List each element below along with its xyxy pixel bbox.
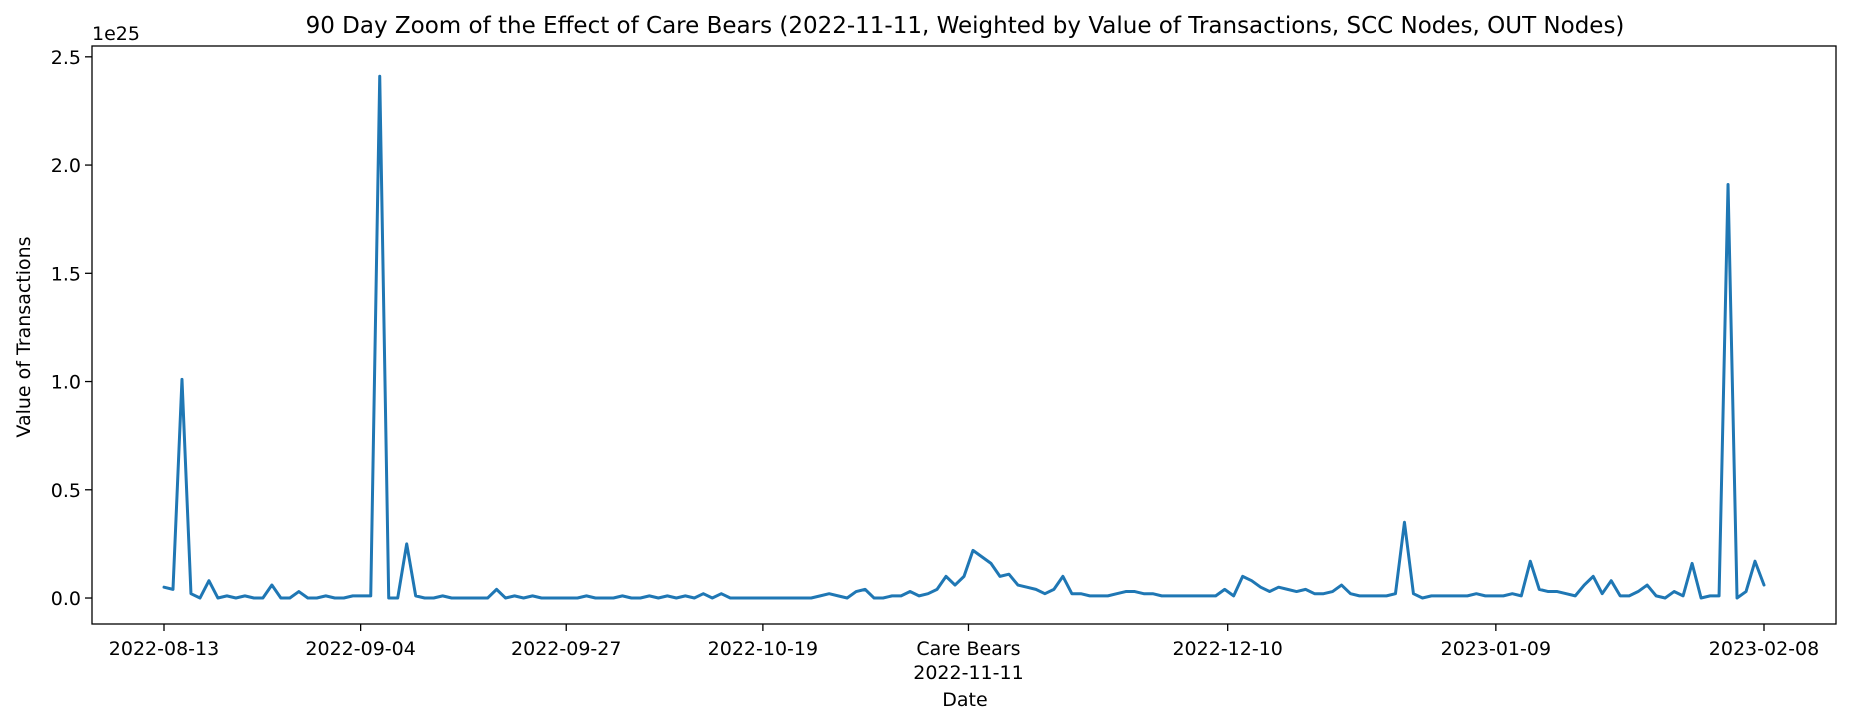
x-tick-label: 2022-09-04	[305, 638, 415, 660]
axes-frame	[91, 45, 1837, 625]
event-tick-label: Care Bears	[916, 638, 1020, 660]
x-tick-label: 2023-02-08	[1709, 638, 1819, 660]
y-tick-label: 0.0	[51, 588, 81, 610]
y-axis: 0.0 0.5 1.0 1.5 2.0 2.5	[51, 47, 92, 610]
x-tick-label: 2022-11-11	[913, 662, 1023, 684]
x-axis-label: Date	[942, 689, 987, 711]
x-tick-label: 2022-12-10	[1172, 638, 1282, 660]
y-tick-label: 0.5	[51, 480, 81, 502]
x-tick-label: 2023-01-09	[1441, 638, 1551, 660]
y-tick-label: 2.0	[51, 155, 81, 177]
y-tick-label: 1.0	[51, 372, 81, 394]
y-axis-label: Value of Transactions	[13, 236, 35, 437]
x-tick-label: 2022-08-13	[109, 638, 219, 660]
x-axis: 2022-08-13 2022-09-04 2022-09-27 2022-10-19…	[109, 624, 1819, 684]
series-line	[162, 74, 1766, 600]
y-tick-label: 1.5	[51, 263, 81, 285]
x-tick-label: 2022-10-19	[708, 638, 818, 660]
plot-area	[91, 45, 1837, 625]
y-tick-label: 2.5	[51, 47, 81, 69]
y-offset-label: 1e25	[92, 23, 140, 45]
x-tick-label: 2022-09-27	[511, 638, 621, 660]
chart-title: 90 Day Zoom of the Effect of Care Bears …	[306, 13, 1625, 39]
